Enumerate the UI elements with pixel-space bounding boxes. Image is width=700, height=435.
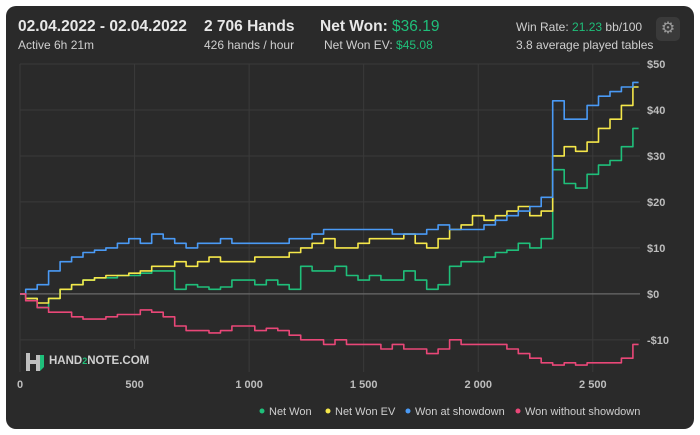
net-won-ev: Net Won EV: $45.08 — [324, 38, 433, 52]
date-range: 02.04.2022 - 02.04.2022 — [18, 18, 187, 35]
x-tick-label: 2 000 — [464, 379, 492, 391]
legend-marker-net-won-ev — [325, 408, 331, 414]
legend-label-net-won-ev[interactable]: Net Won EV — [335, 406, 396, 418]
series-line-net-won — [20, 127, 639, 309]
win-rate-value: 21.23 — [572, 20, 603, 34]
legend: Net Won Net Won EV Won at showdown Won with… — [259, 406, 640, 418]
hand2note-logo: HAND2NOTE.COM — [24, 349, 156, 375]
x-tick-label: 500 — [125, 379, 143, 391]
hand2note-logo-text: HAND2NOTE.COM — [49, 355, 150, 367]
y-tick-label: $30 — [647, 151, 665, 163]
win-rate: Win Rate: 21.23 bb/100 — [516, 20, 642, 34]
net-won-ev-value: $45.08 — [396, 38, 433, 52]
y-tick-label: $50 — [647, 59, 665, 71]
y-tick-label: -$10 — [647, 335, 669, 347]
y-tick-labels: -$10 $0 $10 $20 $30 $40 $50 — [647, 59, 669, 347]
y-tick-label: $40 — [647, 105, 665, 117]
net-won-ev-label: Net Won EV: — [324, 38, 393, 52]
gear-icon[interactable]: ⚙ — [656, 17, 680, 41]
legend-marker-won-at-showdown — [405, 408, 411, 414]
x-tick-label: 0 — [17, 379, 23, 391]
net-won: Net Won: $36.19 — [320, 18, 439, 36]
series-line-won-without-showdown — [20, 293, 639, 366]
series-line-won-at-showdown — [20, 81, 639, 295]
grid-lines — [19, 63, 640, 372]
legend-label-won-at-showdown[interactable]: Won at showdown — [415, 406, 505, 418]
hands-per-hour: 426 hands / hour — [204, 38, 295, 52]
legend-label-won-without-showdown[interactable]: Won without showdown — [525, 406, 640, 418]
series-lines — [20, 81, 639, 366]
legend-marker-won-without-showdown — [515, 408, 521, 414]
x-tick-labels: 0 500 1 000 1 500 2 000 2 500 — [17, 379, 607, 391]
net-won-label: Net Won: — [320, 18, 388, 35]
avg-tables: 3.8 average played tables — [516, 38, 654, 52]
y-tick-label: $10 — [647, 243, 665, 255]
y-tick-label: $0 — [647, 289, 659, 301]
win-rate-label: Win Rate: — [516, 20, 569, 34]
legend-label-net-won[interactable]: Net Won — [269, 406, 312, 418]
y-tick-label: $20 — [647, 197, 665, 209]
active-time: Active 6h 21m — [18, 38, 95, 52]
series-line-net-won-ev — [20, 86, 639, 304]
hand2note-logo-icon — [26, 353, 44, 371]
net-won-value: $36.19 — [392, 18, 440, 35]
x-tick-label: 1 000 — [235, 379, 263, 391]
x-tick-label: 1 500 — [350, 379, 378, 391]
hands-count: 2 706 Hands — [204, 18, 295, 35]
x-tick-label: 2 500 — [579, 379, 607, 391]
line-chart: -$10 $0 $10 $20 $30 $40 $50 0 500 1 000 1 500 2 00… — [17, 59, 669, 418]
chart-panel: 02.04.2022 - 02.04.2022 Active 6h 21m 2 … — [6, 6, 694, 429]
legend-marker-net-won — [259, 408, 265, 414]
win-rate-unit: bb/100 — [605, 20, 643, 34]
